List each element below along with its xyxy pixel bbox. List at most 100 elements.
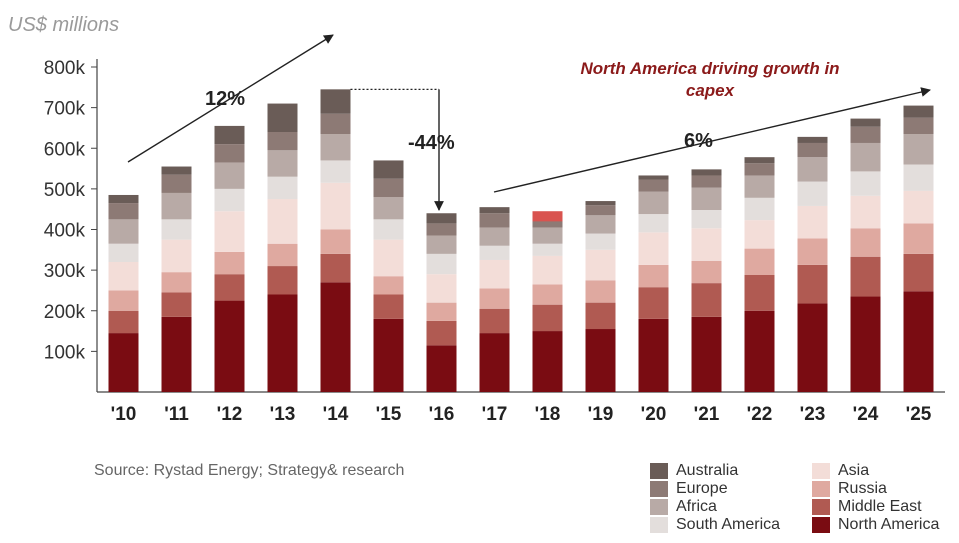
bar-segment-russia [532, 284, 563, 305]
bar-segment-europe [744, 163, 775, 176]
x-tick-label: '25 [906, 404, 932, 425]
bar-segment-russia [691, 260, 722, 284]
bar-segment-africa [373, 197, 404, 220]
bar-segment-europe [214, 144, 245, 163]
bar-segment-middle-east [638, 287, 669, 319]
bar-segment-asia [161, 239, 192, 273]
bar-segment-russia [903, 223, 934, 254]
legend-item-north-america: North America [812, 516, 939, 534]
bar-segment-australia [267, 103, 298, 132]
bar-segment-north-america [850, 296, 881, 392]
bar-segment-asia [373, 239, 404, 277]
y-tick-label: 300k [44, 261, 86, 282]
bar-segment-asia [638, 232, 669, 265]
bar-segment-south-america [214, 188, 245, 212]
bar-segment-asia [532, 255, 563, 285]
x-tick-label: '11 [164, 404, 189, 425]
bar-segment-russia [797, 238, 828, 265]
growth-6-label: 6% [684, 130, 713, 152]
bar-segment-south-america [532, 243, 563, 256]
bar-segment-middle-east [797, 264, 828, 304]
legend-item-australia: Australia [650, 462, 780, 480]
bar-segment-north-america [797, 303, 828, 392]
bar-segment-middle-east [320, 253, 351, 283]
bar-segment-europe [373, 178, 404, 197]
bar-segment-africa [850, 142, 881, 172]
x-tick-label: '15 [376, 404, 402, 425]
growth-6-arrow [493, 87, 931, 193]
bar-segment-north-america [532, 331, 563, 392]
bar-segment-north-america [320, 282, 351, 392]
bar-segment-north-america [108, 333, 139, 392]
bar-segment-asia [744, 220, 775, 249]
bar-segment-south-america [108, 243, 139, 262]
x-tick-label: '13 [270, 404, 296, 425]
bar-segment-europe [638, 179, 669, 192]
growth-12-arrow [127, 34, 334, 163]
bar-segment-africa [108, 219, 139, 244]
x-tick-label: '10 [111, 404, 137, 425]
x-tick-label: '17 [482, 404, 508, 425]
bar-segment-europe [850, 126, 881, 143]
y-tick-label: 700k [44, 99, 86, 120]
legend-right-column: Asia Russia Middle East North America [812, 462, 939, 534]
legend-item-europe: Europe [650, 480, 780, 498]
bar-segment-asia [585, 249, 616, 281]
bar-segment-middle-east [585, 302, 616, 330]
x-tick-label: '19 [588, 404, 614, 425]
x-tick-label: '20 [641, 404, 667, 425]
bar-segment-south-america [479, 245, 510, 260]
legend-item-asia: Asia [812, 462, 939, 480]
bar-segment-north-america [161, 316, 192, 392]
bar-segment-north-america [479, 333, 510, 392]
bar-segment-russia [108, 290, 139, 311]
bar-segment-middle-east [267, 266, 298, 295]
bar-segment-australia [108, 194, 139, 204]
y-tick-label: 600k [44, 139, 86, 160]
bar-segment-africa [903, 134, 934, 165]
bar-segment-middle-east [850, 256, 881, 297]
bar-segment-south-america [797, 181, 828, 206]
source-note: Source: Rystad Energy; Strategy& researc… [94, 462, 405, 479]
bar-segment-north-america [426, 345, 457, 392]
legend-item-south-america: South America [650, 516, 780, 534]
x-tick-label: '23 [800, 404, 826, 425]
bar-segment-africa [797, 157, 828, 182]
y-tick-label: 100k [44, 342, 86, 363]
bar-segment-africa [161, 192, 192, 220]
x-tick-label: '24 [853, 404, 879, 425]
y-tick-label: 800k [44, 58, 86, 79]
bar-segment-europe [108, 203, 139, 220]
bar-segment-south-america [903, 164, 934, 191]
bar-segment-australia [479, 207, 510, 214]
bar-segment-north-america [638, 318, 669, 392]
bar-segment-north-america [585, 329, 616, 392]
bar-segment-asia [797, 205, 828, 239]
bar-segment-russia [214, 251, 245, 275]
bar-segment-africa [214, 162, 245, 189]
bar-segment-north-america [744, 310, 775, 392]
bar-segment-asia [267, 199, 298, 244]
bar-segment-middle-east [373, 294, 404, 319]
bar-segment-russia [585, 280, 616, 303]
bar-segment-australia [691, 169, 722, 176]
bar-segment-south-america [744, 197, 775, 221]
bar-segment-australia [903, 105, 934, 118]
bar-segment-asia [108, 262, 139, 291]
bar-segment-australia [161, 166, 192, 175]
north-america-callout: North America driving growth in capex [580, 59, 840, 100]
bar-segment-middle-east [214, 274, 245, 301]
bar-segment-australia [214, 125, 245, 145]
bar-segment-russia [161, 272, 192, 293]
bar-segment-north-america [214, 300, 245, 392]
bar-segment-australia [585, 201, 616, 206]
bar-segment-africa [479, 227, 510, 246]
bar-segment-south-america [691, 210, 722, 229]
bar-segment-africa [638, 191, 669, 215]
decline-44-label: -44% [408, 132, 455, 154]
bar-segment-asia [903, 190, 934, 224]
bar-segment-asia [426, 274, 457, 303]
bar-segment-africa [267, 150, 298, 177]
bar-segment-russia [320, 229, 351, 254]
bar-segment-middle-east [691, 283, 722, 317]
